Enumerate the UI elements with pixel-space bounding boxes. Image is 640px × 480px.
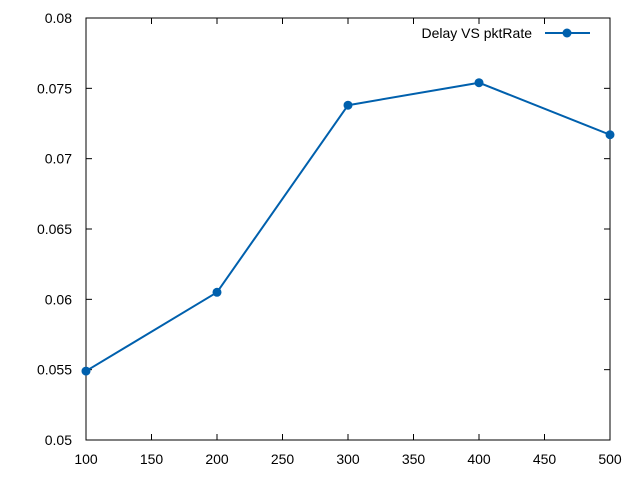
- y-tick-label: 0.065: [37, 221, 72, 237]
- plot-frame: [85, 17, 611, 441]
- x-tick-label: 100: [74, 451, 98, 467]
- y-tick-label: 0.08: [45, 10, 72, 26]
- x-tick-label: 400: [467, 451, 491, 467]
- legend-label: Delay VS pktRate: [422, 25, 533, 41]
- data-point: [212, 287, 222, 297]
- x-tick-label: 200: [205, 451, 229, 467]
- y-tick-label: 0.05: [45, 432, 72, 448]
- x-tick-label: 450: [533, 451, 557, 467]
- y-tick-label: 0.055: [37, 362, 72, 378]
- y-tick-label: 0.06: [45, 291, 72, 307]
- series-layer: [81, 78, 615, 376]
- data-point: [474, 78, 484, 88]
- y-tick-label: 0.075: [37, 80, 72, 96]
- legend: Delay VS pktRate: [422, 25, 590, 41]
- y-tick-label: 0.07: [45, 151, 72, 167]
- series-line: [85, 81, 611, 372]
- data-point: [81, 366, 91, 376]
- x-tick-label: 350: [402, 451, 426, 467]
- y-axis: 0.05 0.055 0.06 0.065 0.07 0.075 0.08: [37, 10, 610, 448]
- legend-marker: [562, 28, 572, 38]
- x-tick-label: 150: [140, 451, 164, 467]
- data-point: [343, 100, 353, 110]
- data-point: [605, 130, 615, 140]
- x-tick-label: 300: [336, 451, 360, 467]
- x-tick-label: 500: [598, 451, 622, 467]
- x-tick-label: 250: [271, 451, 295, 467]
- x-axis: 100 150 200 250 300 350 400 450 500: [74, 18, 622, 467]
